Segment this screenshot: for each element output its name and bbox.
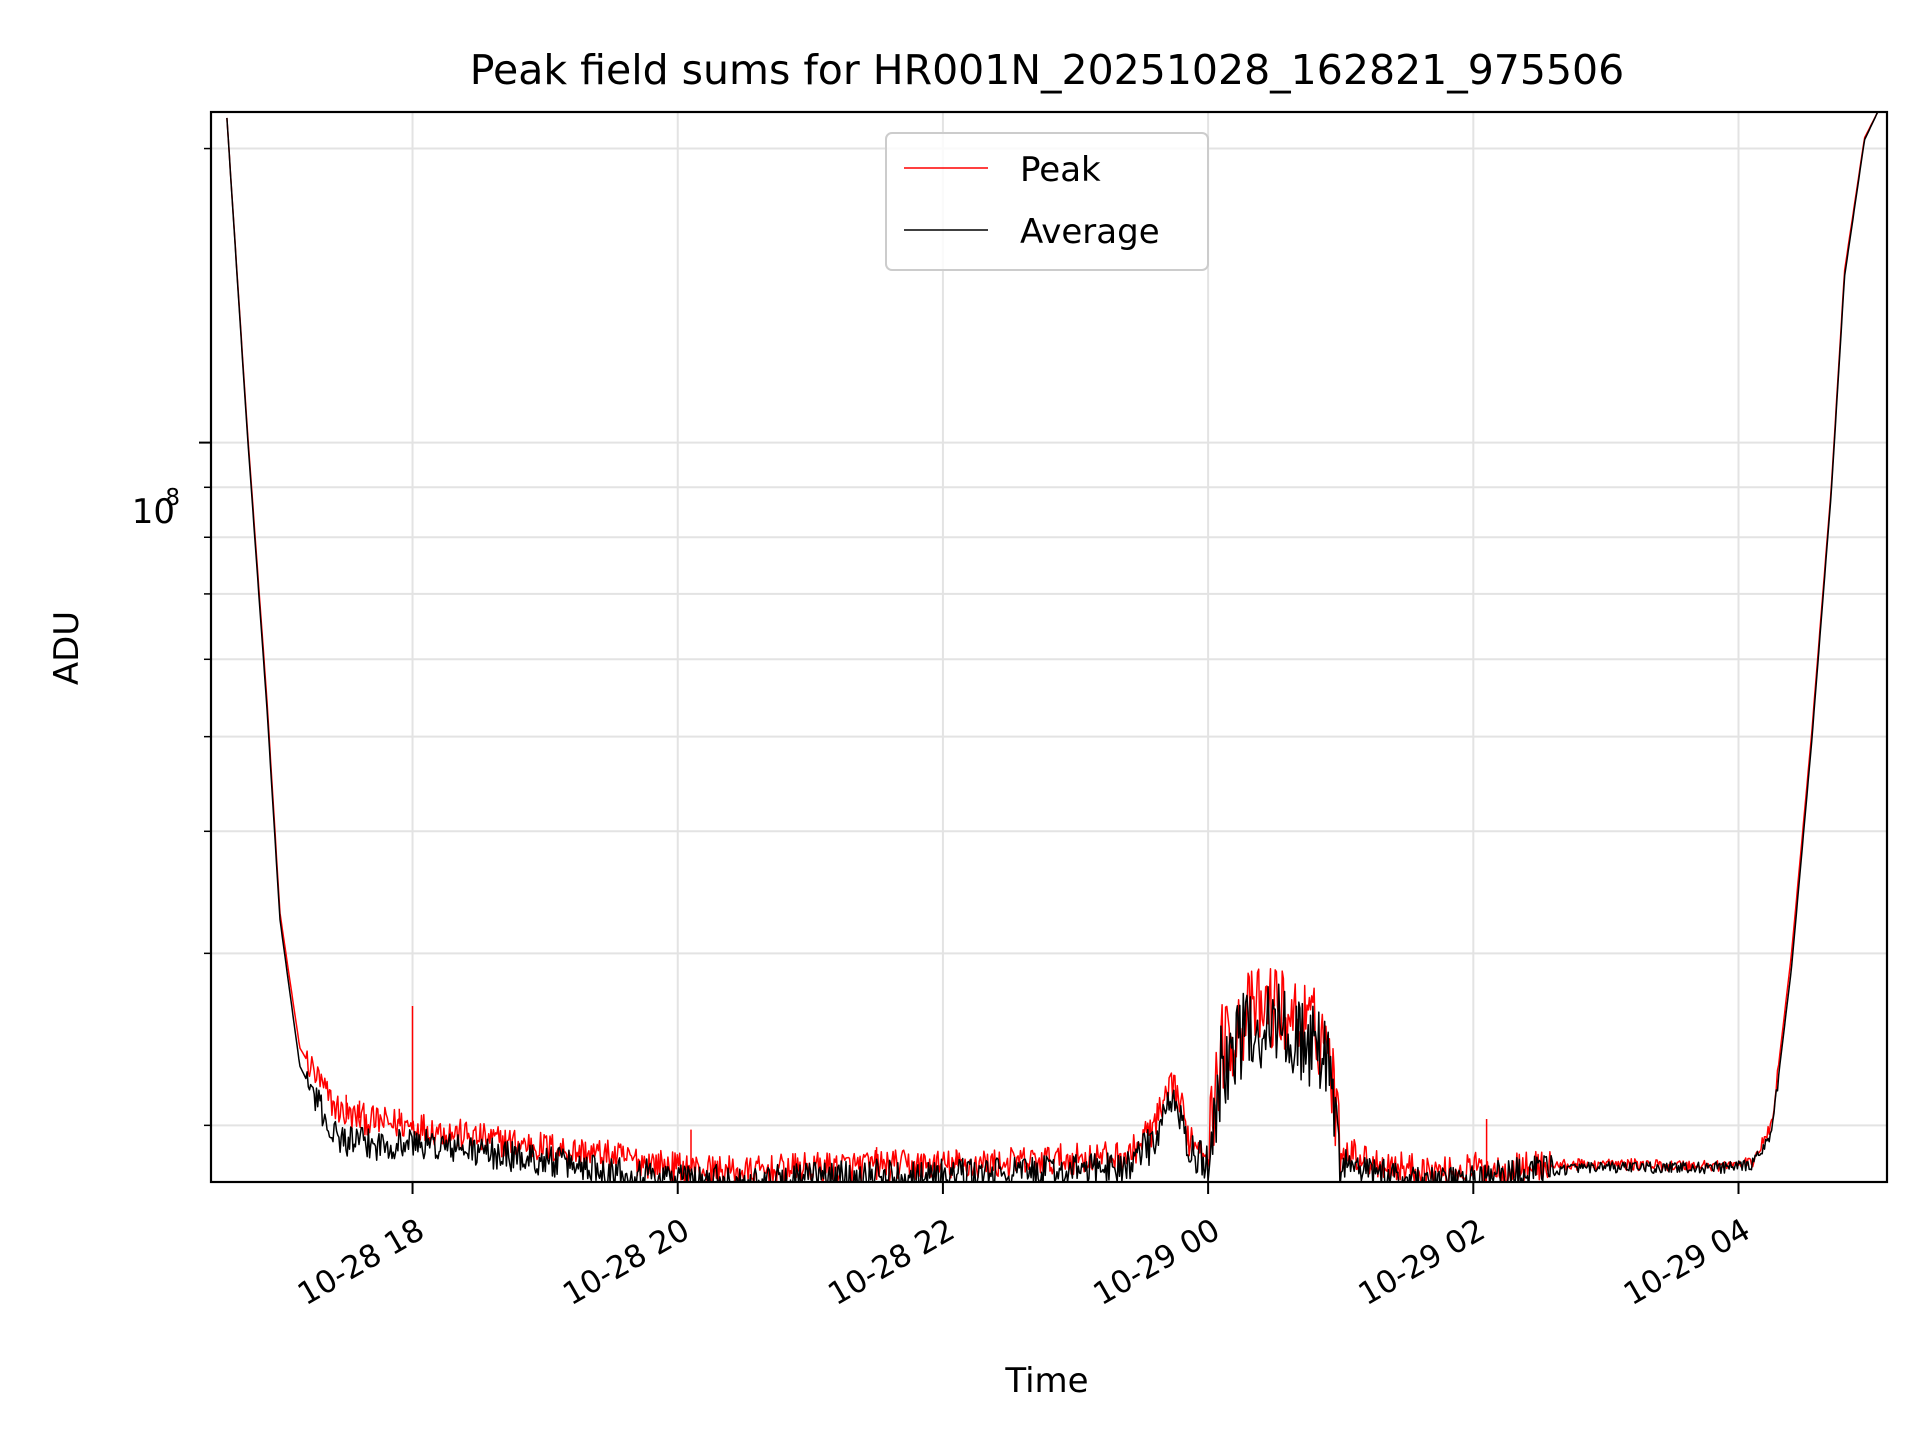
plot-frame [209, 110, 1889, 1184]
y-tick-label-base: 10 [132, 492, 175, 532]
series-layer [226, 112, 1879, 1182]
series-line-average [226, 112, 1879, 1182]
svg-text:10: 10 [132, 492, 175, 532]
y-tick-label-exponent: 8 [165, 485, 180, 511]
x-axis-label: Time [1004, 1361, 1088, 1401]
y-major-tick-label: 10 8 [132, 485, 180, 532]
y-axis-label: ADU [47, 611, 87, 685]
series-line-peak [226, 112, 1879, 1182]
legend-label-peak: Peak [1020, 150, 1101, 190]
legend: Peak Average [885, 132, 1209, 271]
chart-title: Peak field sums for HR001N_20251028_1628… [470, 46, 1624, 94]
legend-label-average: Average [1020, 212, 1160, 252]
grid [211, 112, 1887, 1182]
svg-text:8: 8 [165, 485, 180, 511]
